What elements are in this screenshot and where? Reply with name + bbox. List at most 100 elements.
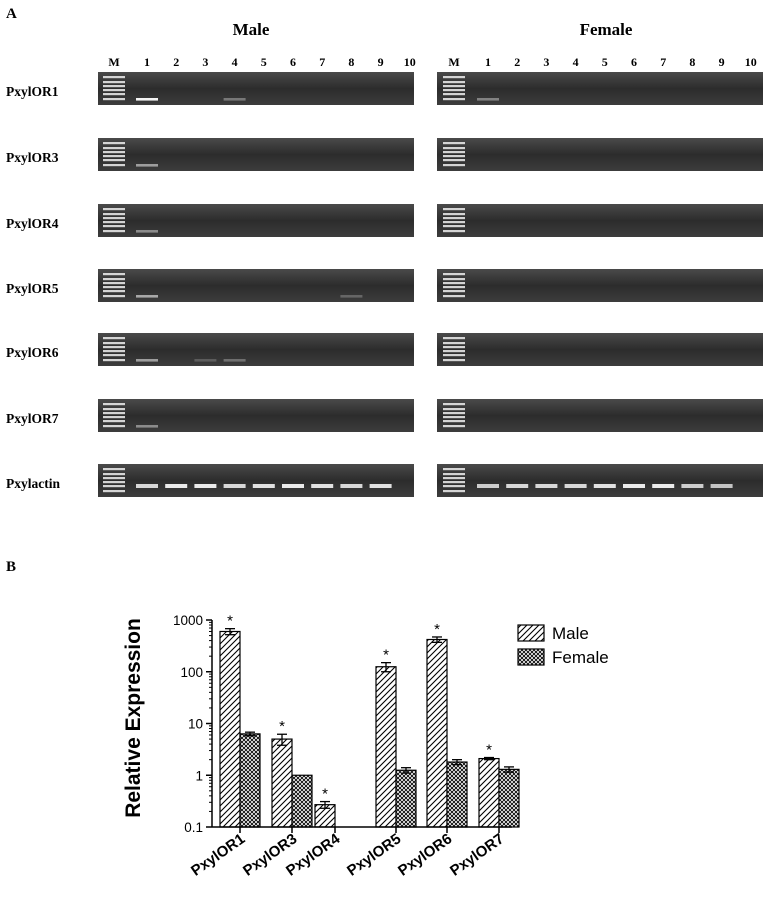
ladder-band bbox=[103, 81, 125, 84]
gel-background bbox=[437, 399, 763, 432]
ladder-band bbox=[443, 221, 465, 224]
ladder-band bbox=[443, 208, 465, 211]
sample-band bbox=[623, 484, 645, 488]
ladder-band bbox=[103, 151, 125, 154]
lane-label: M bbox=[448, 55, 459, 69]
gel-background bbox=[437, 72, 763, 105]
ladder-band bbox=[443, 273, 465, 276]
gel-background bbox=[437, 464, 763, 497]
ladder-band bbox=[103, 403, 125, 406]
x-tick-label: PxylOR5 bbox=[344, 830, 404, 879]
gel-female-pxylor5 bbox=[437, 269, 763, 302]
gel-background bbox=[98, 204, 414, 237]
ladder-band bbox=[103, 282, 125, 285]
legend: Male Female bbox=[517, 624, 609, 667]
ladder-band bbox=[443, 225, 465, 228]
ladder-band bbox=[443, 408, 465, 411]
ladder-band bbox=[443, 155, 465, 158]
sample-band bbox=[311, 484, 334, 488]
lane-label: M bbox=[108, 55, 119, 69]
lane-label: 10 bbox=[404, 55, 416, 69]
gel-background bbox=[437, 138, 763, 171]
lane-label: 1 bbox=[485, 55, 491, 69]
lane-label: 9 bbox=[719, 55, 725, 69]
ladder-band bbox=[103, 346, 125, 349]
bar-female-pxylor1 bbox=[239, 733, 261, 828]
gel-male-pxylor5 bbox=[98, 269, 414, 302]
ladder-band bbox=[443, 481, 465, 484]
sex-title-female: Female bbox=[580, 20, 633, 39]
y-tick-label: 10 bbox=[188, 717, 203, 732]
sample-band bbox=[165, 484, 188, 488]
sample-band bbox=[136, 230, 158, 233]
ladder-band bbox=[443, 403, 465, 406]
gel-female-pxylor4 bbox=[437, 204, 763, 237]
sample-band bbox=[340, 484, 363, 488]
lane-label: 9 bbox=[378, 55, 384, 69]
bar-male-pxylor5 bbox=[375, 666, 397, 828]
lane-label: 5 bbox=[261, 55, 267, 69]
ladder-band bbox=[443, 342, 465, 345]
significance-mark: * bbox=[486, 742, 492, 759]
sample-band bbox=[136, 359, 158, 362]
legend-label-female: Female bbox=[552, 648, 609, 667]
sample-band bbox=[223, 359, 246, 362]
ladder-band bbox=[103, 93, 125, 96]
gene-label: PxylOR6 bbox=[6, 345, 59, 360]
ladder-band bbox=[443, 416, 465, 419]
gel-female-pxylor6 bbox=[437, 333, 763, 366]
legend-swatch-female bbox=[517, 648, 545, 666]
significance-mark: * bbox=[227, 613, 233, 630]
lane-label: 3 bbox=[543, 55, 549, 69]
sample-band bbox=[252, 484, 275, 488]
ladder-band bbox=[103, 217, 125, 220]
legend-swatch-male bbox=[517, 624, 545, 642]
bar-male-pxylor3 bbox=[271, 738, 293, 828]
sample-band bbox=[652, 484, 675, 488]
gene-label: PxylOR5 bbox=[6, 281, 59, 296]
ladder-band bbox=[103, 420, 125, 423]
bar-female-pxylor6 bbox=[446, 761, 468, 828]
sex-title-male: Male bbox=[233, 20, 270, 39]
panel-a-label: A bbox=[6, 6, 17, 22]
ladder-band bbox=[443, 230, 465, 233]
sample-band bbox=[477, 484, 499, 488]
gel-images bbox=[98, 72, 763, 497]
gel-female-pxylactin bbox=[437, 464, 763, 497]
ladder-band bbox=[443, 412, 465, 415]
gel-background bbox=[437, 269, 763, 302]
y-tick-label: 1 bbox=[195, 768, 203, 783]
gel-background bbox=[437, 204, 763, 237]
ladder-band bbox=[103, 278, 125, 281]
ladder-band bbox=[103, 359, 125, 362]
sample-band bbox=[136, 484, 158, 488]
sample-band bbox=[564, 484, 587, 488]
ladder-band bbox=[443, 490, 465, 493]
ladder-band bbox=[443, 85, 465, 88]
bar-male-pxylor1 bbox=[219, 630, 241, 828]
ladder-band bbox=[443, 159, 465, 162]
lane-label: 1 bbox=[144, 55, 150, 69]
ladder-band bbox=[443, 93, 465, 96]
y-tick-label: 0.1 bbox=[184, 820, 203, 835]
gel-female-pxylor7 bbox=[437, 399, 763, 432]
ladder-band bbox=[103, 142, 125, 145]
ladder-band bbox=[443, 213, 465, 216]
ladder-band bbox=[103, 89, 125, 92]
lane-label: 2 bbox=[514, 55, 520, 69]
gel-background bbox=[98, 464, 414, 497]
gel-male-pxylactin bbox=[98, 464, 414, 497]
ladder-band bbox=[103, 350, 125, 353]
ladder-band bbox=[103, 98, 125, 101]
lane-label: 8 bbox=[348, 55, 354, 69]
sample-band bbox=[369, 484, 392, 488]
sample-band bbox=[282, 484, 304, 488]
ladder-band bbox=[103, 221, 125, 224]
ladder-band bbox=[443, 425, 465, 428]
ladder-band bbox=[103, 477, 125, 480]
lane-labels: M 1 2 3 4 5 6 7 8 9 10 M 1 2 3 4 5 6 7 8 9 10 bbox=[108, 55, 756, 69]
gene-label: PxylOR1 bbox=[6, 84, 59, 99]
lane-label: 7 bbox=[319, 55, 325, 69]
y-tick-label: 1000 bbox=[173, 613, 203, 628]
